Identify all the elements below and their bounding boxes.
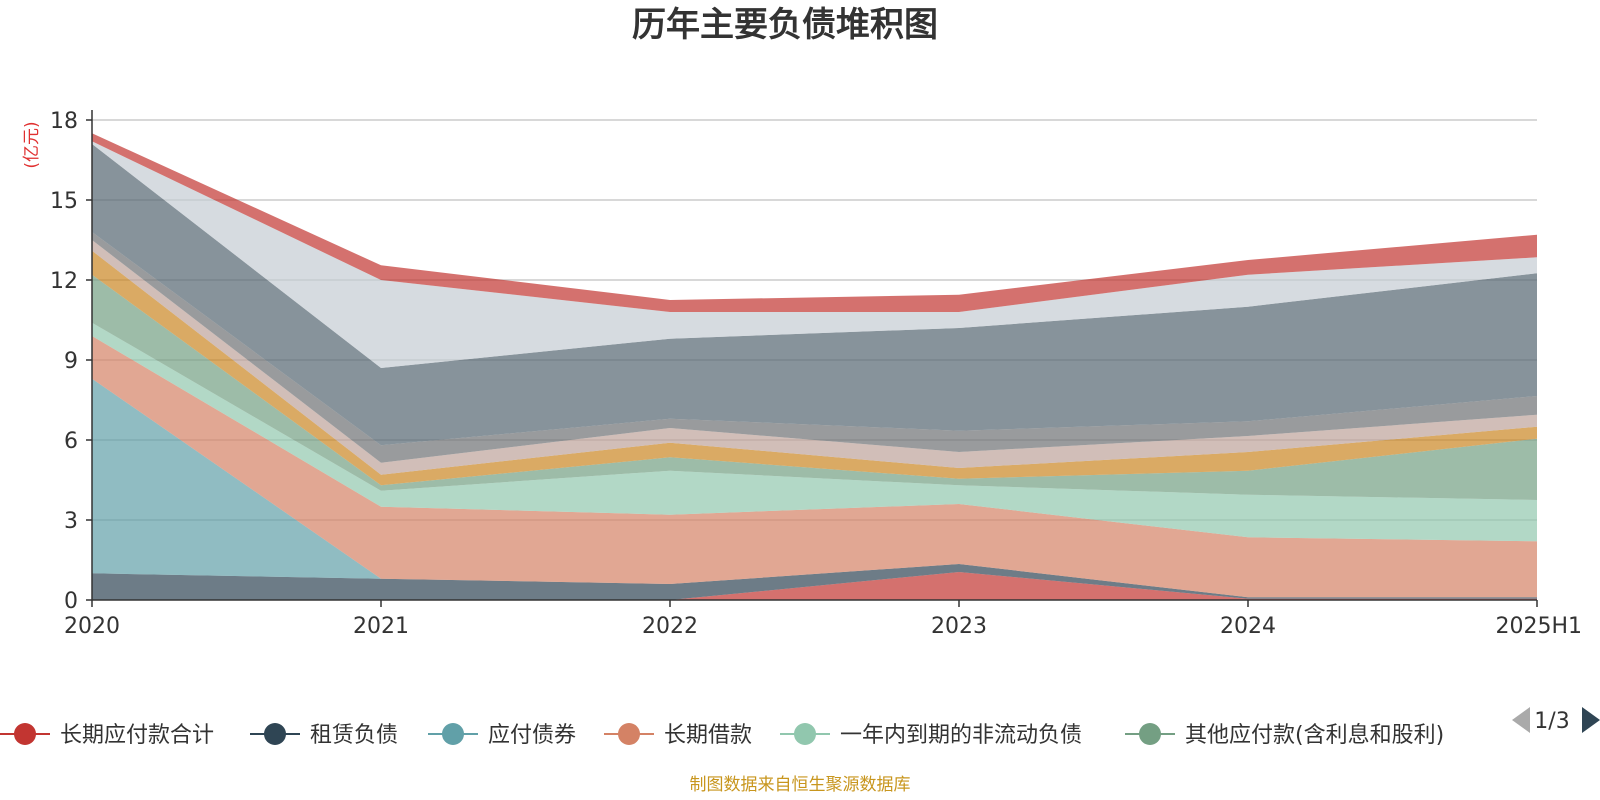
x-tick-label: 2022 bbox=[642, 614, 698, 639]
legend-circle-icon bbox=[264, 723, 286, 745]
legend-pager: 1/3 bbox=[1512, 707, 1600, 734]
legend-next-page-icon[interactable] bbox=[1582, 707, 1600, 733]
area-series-11 bbox=[92, 141, 1537, 368]
y-tick-label: 9 bbox=[64, 349, 78, 374]
legend-circle-icon bbox=[794, 723, 816, 745]
legend-item[interactable]: 一年内到期的非流动负债 bbox=[780, 723, 1082, 748]
chart-title: 历年主要负债堆积图 bbox=[632, 5, 938, 45]
area-series-6 bbox=[92, 274, 1537, 500]
area-series-3 bbox=[92, 378, 1537, 598]
y-tick-label: 6 bbox=[64, 429, 78, 454]
legend-label: 其他应付款(含利息和股利) bbox=[1185, 723, 1444, 748]
legend-prev-page-icon[interactable] bbox=[1512, 707, 1530, 733]
legend-circle-icon bbox=[14, 723, 36, 745]
area-series-10 bbox=[92, 144, 1537, 446]
y-tick-label: 12 bbox=[50, 269, 78, 294]
legend-item[interactable]: 应付债券 bbox=[428, 723, 576, 748]
x-tick-label: 2024 bbox=[1220, 614, 1276, 639]
legend-item[interactable]: 租赁负债 bbox=[250, 723, 398, 748]
area-series-5 bbox=[92, 322, 1537, 542]
axes: 0 3 6 9 12 15 18 2020 2021 2022 2023 2024 2025H1 bbox=[50, 109, 1582, 639]
legend-circle-icon bbox=[618, 723, 640, 745]
x-tick-label: 2021 bbox=[353, 614, 409, 639]
legend-item[interactable]: 长期借款 bbox=[604, 723, 752, 748]
legend-label: 应付债券 bbox=[488, 723, 576, 748]
x-tick-label: 2023 bbox=[931, 614, 987, 639]
y-tick-label: 18 bbox=[50, 109, 78, 134]
y-tick-label: 3 bbox=[64, 509, 78, 534]
area-series-group bbox=[92, 133, 1537, 600]
legend-circle-icon bbox=[442, 723, 464, 745]
area-series-4 bbox=[92, 336, 1537, 598]
x-tick-label: 2020 bbox=[64, 614, 120, 639]
legend-label: 租赁负债 bbox=[310, 723, 398, 748]
x-tick-label: 2025H1 bbox=[1495, 614, 1582, 639]
legend-label: 长期借款 bbox=[664, 723, 752, 748]
legend: 长期应付款合计 租赁负债 应付债券 长期借款 一年内到期的非流动负债 其他应付款(含利息和… bbox=[0, 723, 1444, 748]
area-series-2 bbox=[92, 564, 1537, 600]
y-axis-unit: (亿元) bbox=[22, 121, 42, 168]
data-source-footer: 制图数据来自恒生聚源数据库 bbox=[690, 775, 911, 795]
legend-label: 长期应付款合计 bbox=[60, 723, 214, 748]
legend-label: 一年内到期的非流动负债 bbox=[840, 723, 1082, 748]
legend-circle-icon bbox=[1139, 723, 1161, 745]
y-tick-label: 15 bbox=[50, 189, 78, 214]
legend-item[interactable]: 其他应付款(含利息和股利) bbox=[1125, 723, 1444, 748]
y-tick-label: 0 bbox=[64, 589, 78, 614]
legend-page-indicator: 1/3 bbox=[1534, 709, 1569, 734]
legend-item[interactable]: 长期应付款合计 bbox=[0, 723, 214, 748]
